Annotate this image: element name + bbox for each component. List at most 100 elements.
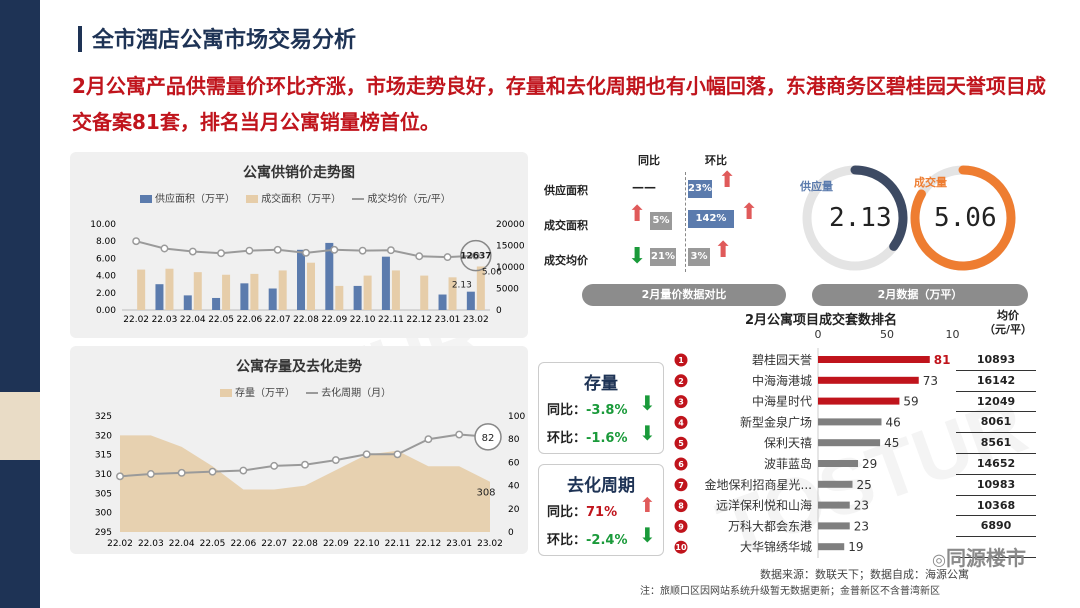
- deal-bar: [193, 272, 202, 310]
- stock-last-label: 308: [476, 488, 495, 499]
- cycle-point: [424, 435, 433, 444]
- left-sidebar-accent: [0, 392, 40, 460]
- price-point: [188, 247, 197, 256]
- cycle-yoy-row: 同比：71%: [547, 501, 617, 520]
- data-source: 数据来源：数联天下；数据自成：海源公寓: [760, 568, 969, 581]
- cycle-last-label: 82: [482, 433, 495, 444]
- rank-name: 万科大都会东港: [728, 519, 812, 533]
- stock-yoy-row: 同比：-3.8%: [547, 399, 627, 418]
- rank-badge-number: 1: [678, 356, 684, 365]
- x-tick: 22.07: [261, 539, 287, 549]
- price-point: [160, 244, 169, 253]
- y-left-tick: 6.00: [96, 254, 116, 264]
- supply-bar: [212, 297, 221, 310]
- cycle-mom-label: 环比：: [547, 533, 587, 548]
- y-left-tick: 2.00: [96, 289, 116, 299]
- avg-price-cell: 16142: [956, 371, 1036, 392]
- x-tick: 22.04: [169, 539, 195, 549]
- rank-badge-number: 8: [678, 502, 684, 511]
- x-tick: 22.04: [180, 315, 206, 325]
- stock-mom-value: -1.6%: [586, 431, 628, 446]
- x-tick: 22.05: [200, 539, 226, 549]
- supply-ring-value: 2.13: [829, 203, 892, 233]
- rank-value-label: 45: [884, 436, 899, 450]
- compare-col-mom: 环比: [705, 154, 727, 167]
- price-point: [245, 246, 254, 255]
- rank-bar: [818, 376, 919, 384]
- deal-bar: [448, 277, 457, 310]
- supply-bar: [381, 256, 390, 310]
- arrow-down-icon: ⬇: [639, 523, 656, 547]
- rank-bar: [818, 418, 882, 426]
- legend-swatch-deal: [246, 195, 259, 203]
- arrow-down-icon: ⬇: [628, 244, 647, 269]
- legend-swatch-price: [352, 198, 365, 200]
- brand-logo-text: 同源楼市: [945, 546, 1026, 570]
- avg-price-cell: 6890: [956, 516, 1036, 538]
- rank-badge-number: 9: [678, 522, 684, 531]
- supply-ring-arc: [850, 165, 908, 251]
- compare-yoy-box: 21%: [650, 248, 676, 266]
- deal-bar: [391, 270, 400, 310]
- compare-yoy-value: ——: [632, 180, 656, 194]
- x-tick: 22.11: [385, 539, 411, 549]
- supply-bar: [353, 285, 362, 310]
- rank-bar: [818, 543, 845, 551]
- avg-price-cell: 8561: [956, 433, 1036, 454]
- cycle-point: [146, 470, 155, 478]
- brand-logo: ◎同源楼市: [932, 542, 1026, 571]
- rings-chart: [802, 165, 1016, 271]
- legend-swatch-cycle: [306, 392, 319, 394]
- y-left-tick: 300: [95, 509, 112, 519]
- supply-bar: [183, 295, 192, 310]
- deal-ring-label: 成交量: [914, 176, 947, 189]
- rank-name: 新型金泉广场: [740, 414, 812, 429]
- rank-name: 金地保利招商星光...: [705, 477, 812, 492]
- price-point: [471, 251, 480, 260]
- x-tick: 22.10: [350, 315, 376, 325]
- y-right-tick: 20000: [496, 220, 525, 230]
- cycle-mom-value: -2.4%: [586, 533, 628, 548]
- y-right-tick: 80: [508, 435, 520, 445]
- rank-badge-number: 10: [675, 543, 687, 552]
- chart1-title: 公寓供销价走势图: [243, 165, 355, 181]
- arrow-up-icon: ⬆: [628, 202, 647, 227]
- y-right-tick: 20: [508, 505, 520, 515]
- chart2-legend: 存量（万平） 去化周期（月）: [212, 384, 391, 399]
- price-point: [358, 246, 367, 255]
- rank-value-label: 81: [934, 353, 951, 367]
- rank-name: 大华锦绣华城: [740, 540, 812, 554]
- deal-bar: [420, 275, 429, 310]
- x-tick: 22.06: [230, 539, 256, 549]
- legend-deal: 成交面积（万平）: [261, 194, 342, 205]
- deal-bar: [250, 273, 259, 310]
- cycle-point: [301, 460, 309, 469]
- y-right-tick: 5000: [496, 285, 519, 295]
- avg-price-cell: 8061: [956, 412, 1036, 434]
- x-tick: 22.10: [354, 539, 380, 549]
- rank-badge: [674, 395, 688, 409]
- rank-bar: [818, 439, 881, 447]
- avg-price-cell: 10893: [956, 350, 1036, 371]
- price-point: [443, 253, 452, 262]
- cycle-mom-row: 环比：-2.4%: [547, 529, 627, 548]
- deal-bar: [307, 262, 315, 310]
- y-left-tick: 4.00: [96, 272, 116, 282]
- rank-badge: [674, 519, 688, 533]
- x-tick: 22.02: [107, 539, 133, 549]
- rank-value-label: 59: [903, 395, 918, 409]
- supply-bar: [297, 249, 305, 310]
- legend-price: 成交均价（元/平）: [367, 194, 451, 205]
- arrow-down-icon: ⬇: [639, 421, 656, 445]
- cycle-point: [270, 461, 279, 470]
- arrow-down-icon: ⬇: [639, 391, 656, 415]
- rank-bar: [818, 522, 850, 530]
- price-last-label: 12637: [460, 252, 491, 262]
- x-tick: 22.08: [293, 315, 319, 325]
- compare-divider: [685, 172, 686, 272]
- legend-cycle: 去化周期（月）: [321, 388, 392, 399]
- supply-bar: [155, 284, 164, 310]
- legend-swatch-stock: [220, 389, 232, 397]
- cycle-point: [455, 430, 464, 439]
- rank-bar: [818, 397, 900, 405]
